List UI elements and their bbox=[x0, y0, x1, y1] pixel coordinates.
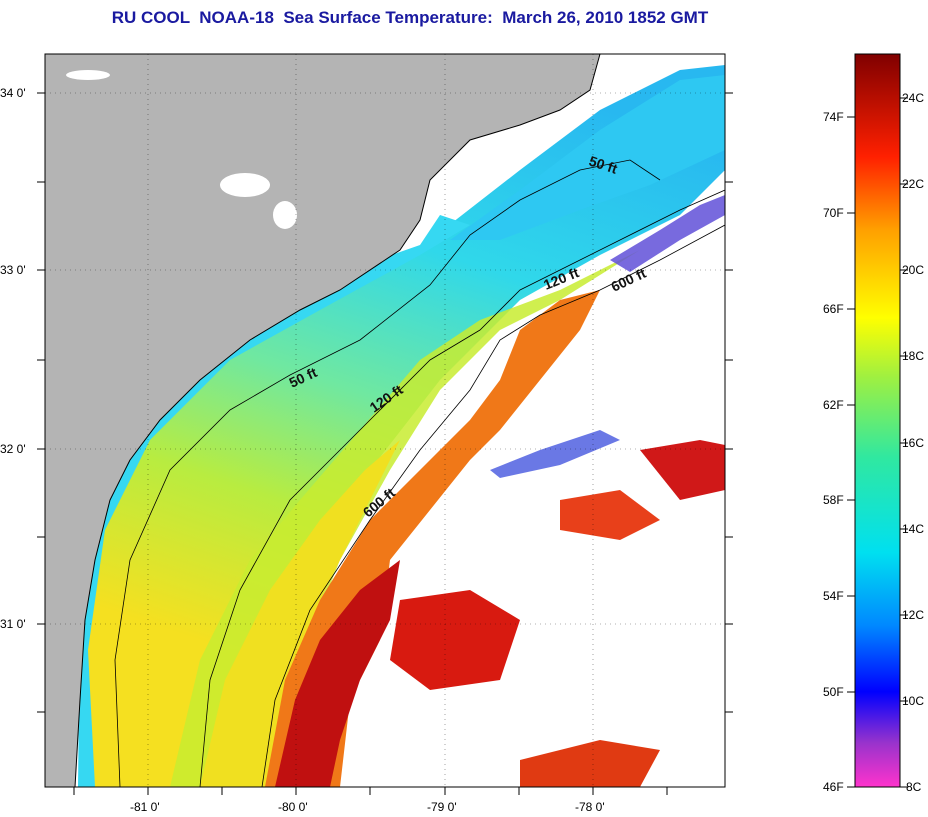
offshore-cold-filament-2 bbox=[610, 195, 725, 272]
warm-shelf-water bbox=[200, 440, 400, 787]
map-plot-area: 50 ft 120 ft 600 ft 50 ft 120 ft 600 ft bbox=[45, 54, 725, 787]
lon-label-78: -78 0' bbox=[575, 800, 605, 814]
colorbar: 74F 70F 66F 62F 58F 54F 50F 46F 24C 22C … bbox=[823, 53, 924, 794]
colorbar-f-54: 54F bbox=[823, 589, 844, 603]
offshore-warm-patch-1 bbox=[390, 590, 520, 690]
offshore-warm-patch-2 bbox=[520, 740, 660, 787]
colorbar-c-14: 14C bbox=[902, 522, 924, 536]
colorbar-f-62: 62F bbox=[823, 398, 844, 412]
colorbar-f-74: 74F bbox=[823, 110, 844, 124]
colorbar-c-10: 10C bbox=[902, 694, 924, 708]
colorbar-f-70: 70F bbox=[823, 206, 844, 220]
colorbar-c-8: 8C bbox=[906, 780, 922, 794]
land-cloud-2 bbox=[273, 201, 297, 229]
colorbar-c-12: 12C bbox=[902, 608, 924, 622]
map-frame bbox=[44, 53, 726, 788]
lat-label-31: 31 0' bbox=[0, 617, 26, 631]
coastal-cool-water-north bbox=[450, 75, 725, 240]
colorbar-f-46: 46F bbox=[823, 780, 844, 794]
offshore-cold-filament bbox=[490, 430, 620, 478]
lat-label-33: 33 0' bbox=[0, 263, 26, 277]
coastline bbox=[74, 54, 601, 787]
gulf-stream-hot bbox=[275, 560, 400, 787]
lat-label-34: 34 0' bbox=[0, 86, 26, 100]
colorbar-c-18: 18C bbox=[902, 349, 924, 363]
colorbar-f-50: 50F bbox=[823, 685, 844, 699]
map-title: RU COOL NOAA-18 Sea Surface Temperature:… bbox=[111, 8, 709, 27]
isobath-50ft bbox=[114, 159, 661, 787]
isobath-600ft bbox=[261, 224, 725, 787]
land-cloud-1 bbox=[220, 173, 270, 197]
offshore-warm-patch-3 bbox=[640, 440, 725, 500]
coastal-cool-water bbox=[78, 215, 470, 787]
colorbar-f-66: 66F bbox=[823, 302, 844, 316]
offshore-warm-patch-4 bbox=[560, 490, 660, 540]
colorbar-c-22: 22C bbox=[902, 177, 924, 191]
tick-marks bbox=[37, 92, 733, 795]
isobath-120ft bbox=[199, 189, 725, 787]
lat-label-32: 32 0' bbox=[0, 442, 26, 456]
lon-label-81: -81 0' bbox=[130, 800, 160, 814]
graticule bbox=[45, 54, 725, 787]
lon-label-79: -79 0' bbox=[427, 800, 457, 814]
colorbar-f-58: 58F bbox=[823, 493, 844, 507]
colorbar-c-20: 20C bbox=[902, 263, 924, 277]
colorbar-scale bbox=[854, 53, 901, 788]
lon-label-80: -80 0' bbox=[278, 800, 308, 814]
land-mass bbox=[45, 54, 600, 787]
colorbar-c-16: 16C bbox=[902, 436, 924, 450]
land-cloud-3 bbox=[66, 70, 110, 80]
colorbar-c-24: 24C bbox=[902, 91, 924, 105]
